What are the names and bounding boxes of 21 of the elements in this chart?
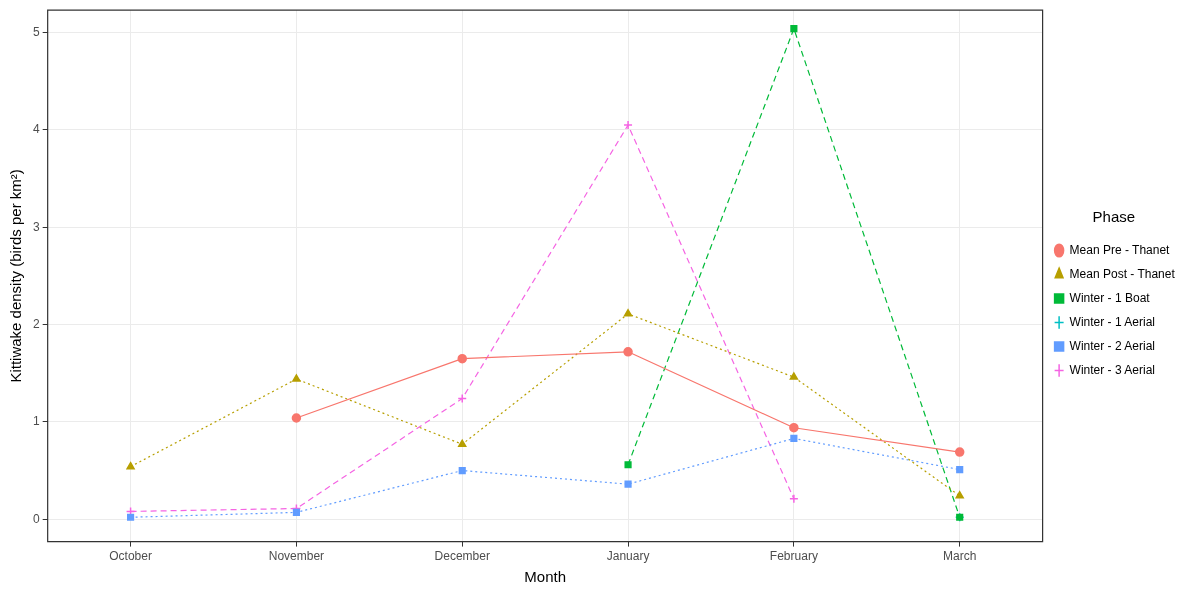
x-tick-label: October bbox=[109, 549, 152, 564]
x-tick-label: January bbox=[606, 549, 650, 564]
y-axis-title: Kittiwake density (birds per km²) bbox=[7, 169, 25, 383]
x-tick-label: March bbox=[943, 549, 977, 564]
legend-label: Mean Post - Thanet bbox=[1069, 266, 1176, 281]
y-tick-label: 2 bbox=[32, 316, 40, 331]
legend-label: Winter - 1 Aerial bbox=[1069, 314, 1155, 329]
legend-label: Winter - 2 Aerial bbox=[1069, 338, 1155, 353]
legend-label: Mean Pre - Thanet bbox=[1069, 242, 1171, 257]
legend-title: Phase bbox=[1092, 208, 1136, 226]
legend-label: Winter - 3 Aerial bbox=[1069, 362, 1155, 377]
x-tick-label: February bbox=[769, 549, 818, 564]
legend-label: Winter - 1 Boat bbox=[1069, 290, 1151, 305]
x-axis-title: Month bbox=[524, 568, 566, 586]
y-tick-label: 1 bbox=[32, 414, 40, 429]
y-tick-label: 4 bbox=[32, 122, 40, 137]
y-tick-label: 5 bbox=[32, 24, 40, 39]
y-tick-label: 3 bbox=[32, 219, 40, 234]
x-tick-label: December bbox=[434, 549, 490, 564]
y-tick-label: 0 bbox=[32, 511, 40, 526]
x-tick-label: November bbox=[268, 549, 325, 564]
